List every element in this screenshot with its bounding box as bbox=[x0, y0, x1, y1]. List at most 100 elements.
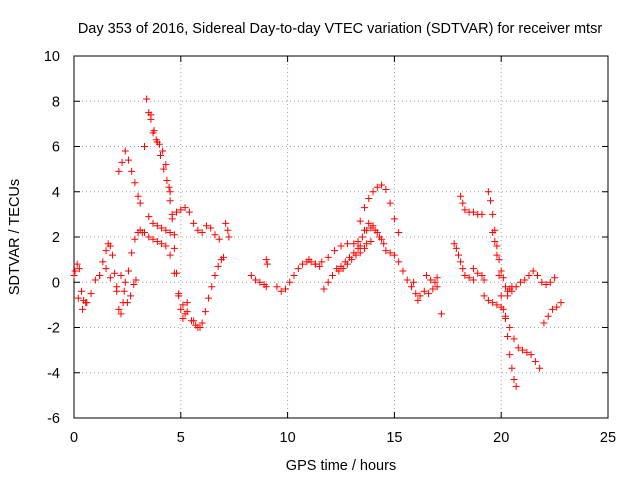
data-point bbox=[459, 199, 467, 207]
data-point bbox=[527, 351, 535, 359]
data-point bbox=[153, 138, 161, 146]
data-point bbox=[128, 249, 136, 257]
data-point bbox=[459, 265, 467, 273]
data-point bbox=[534, 271, 542, 279]
data-point bbox=[343, 240, 351, 248]
data-point bbox=[546, 278, 554, 286]
y-tick-label: 4 bbox=[52, 185, 60, 201]
data-point bbox=[412, 290, 420, 298]
data-point bbox=[386, 249, 394, 257]
data-point bbox=[150, 127, 158, 135]
x-axis-label: GPS time / hours bbox=[286, 458, 396, 474]
data-point bbox=[99, 258, 107, 266]
data-point bbox=[273, 283, 281, 291]
data-point bbox=[365, 219, 373, 227]
data-point bbox=[339, 265, 347, 273]
axis-ticks: 0 5 10 15 20 25 -6 -4 -2 0 2 4 6 8 10 bbox=[44, 49, 616, 446]
data-point bbox=[147, 111, 155, 119]
x-tick-label: 5 bbox=[177, 430, 185, 446]
data-point bbox=[491, 238, 499, 246]
data-point bbox=[495, 271, 503, 279]
data-point bbox=[493, 242, 501, 250]
data-point bbox=[170, 231, 178, 239]
data-point bbox=[495, 256, 503, 264]
data-point bbox=[194, 324, 202, 331]
chart-title: Day 353 of 2016, Sidereal Day-to-day VTE… bbox=[78, 21, 603, 37]
data-point bbox=[177, 305, 185, 313]
data-point bbox=[506, 351, 514, 359]
data-point bbox=[331, 247, 339, 255]
data-point bbox=[157, 152, 165, 160]
data-point bbox=[263, 260, 271, 268]
data-point bbox=[487, 197, 495, 205]
data-point bbox=[529, 267, 537, 275]
data-point bbox=[183, 299, 191, 307]
y-tick-label: 6 bbox=[52, 140, 60, 156]
data-point bbox=[480, 276, 488, 284]
data-point bbox=[431, 278, 439, 286]
data-point bbox=[553, 303, 561, 311]
data-point bbox=[433, 274, 441, 282]
data-point bbox=[450, 240, 458, 248]
data-point bbox=[557, 299, 565, 307]
data-point bbox=[480, 292, 488, 300]
data-point bbox=[117, 271, 125, 279]
data-point bbox=[77, 287, 85, 295]
data-point bbox=[378, 181, 386, 189]
data-point bbox=[395, 258, 403, 266]
data-point bbox=[461, 206, 469, 214]
data-point bbox=[262, 283, 270, 291]
data-point bbox=[162, 161, 170, 169]
data-point bbox=[416, 292, 424, 300]
data-point bbox=[328, 271, 336, 279]
data-point bbox=[96, 271, 104, 279]
data-point bbox=[506, 324, 514, 331]
data-point bbox=[262, 256, 270, 264]
data-point bbox=[354, 244, 362, 252]
data-point bbox=[335, 267, 343, 275]
data-point bbox=[493, 301, 501, 309]
data-point bbox=[91, 276, 99, 284]
data-point bbox=[208, 283, 216, 291]
data-point bbox=[403, 276, 411, 284]
data-point bbox=[201, 308, 209, 316]
data-point bbox=[478, 271, 486, 279]
data-point bbox=[474, 269, 482, 277]
data-point bbox=[211, 231, 219, 239]
data-point bbox=[350, 240, 358, 248]
data-point bbox=[497, 303, 505, 311]
y-tick-label: 8 bbox=[52, 94, 60, 110]
data-point bbox=[365, 195, 373, 203]
data-points bbox=[70, 95, 565, 390]
data-point bbox=[425, 290, 433, 298]
data-point bbox=[523, 348, 531, 356]
x-tick-label: 10 bbox=[280, 430, 296, 446]
data-point bbox=[369, 222, 377, 230]
data-point bbox=[390, 215, 398, 223]
data-point bbox=[131, 235, 139, 243]
data-point bbox=[198, 319, 206, 327]
data-point bbox=[75, 265, 83, 273]
data-point bbox=[437, 310, 445, 318]
data-point bbox=[153, 222, 161, 230]
data-point bbox=[457, 192, 465, 200]
data-point bbox=[538, 278, 546, 286]
data-point bbox=[120, 287, 128, 295]
data-point bbox=[420, 287, 428, 295]
data-point bbox=[469, 276, 477, 284]
data-point bbox=[247, 271, 255, 279]
data-point bbox=[380, 240, 388, 248]
data-point bbox=[102, 247, 110, 255]
data-point bbox=[170, 244, 178, 252]
data-point bbox=[185, 208, 193, 216]
data-point bbox=[158, 240, 166, 248]
data-point bbox=[106, 242, 114, 250]
grid-lines bbox=[74, 56, 608, 418]
data-point bbox=[352, 251, 360, 259]
data-point bbox=[320, 285, 328, 293]
data-point bbox=[175, 292, 183, 300]
data-point bbox=[386, 199, 394, 207]
data-point bbox=[548, 305, 556, 313]
data-point bbox=[484, 296, 492, 304]
data-point bbox=[173, 269, 181, 277]
